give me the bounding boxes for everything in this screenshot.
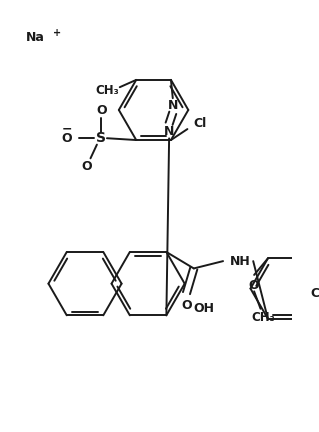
Text: O: O <box>96 104 107 118</box>
Text: Cl: Cl <box>311 286 319 299</box>
Text: Na: Na <box>26 32 44 44</box>
Text: S: S <box>96 131 107 145</box>
Text: CH₃: CH₃ <box>251 311 275 324</box>
Text: O: O <box>249 280 259 292</box>
Text: N: N <box>167 99 178 112</box>
Text: CH₃: CH₃ <box>95 84 119 97</box>
Text: O: O <box>62 132 72 145</box>
Text: Cl: Cl <box>194 117 207 130</box>
Text: +: + <box>53 28 61 38</box>
Text: −: − <box>62 123 72 136</box>
Text: OH: OH <box>193 302 214 314</box>
Text: NH: NH <box>230 254 251 267</box>
Text: N: N <box>164 124 174 137</box>
Text: O: O <box>82 160 92 173</box>
Text: O: O <box>181 299 192 311</box>
